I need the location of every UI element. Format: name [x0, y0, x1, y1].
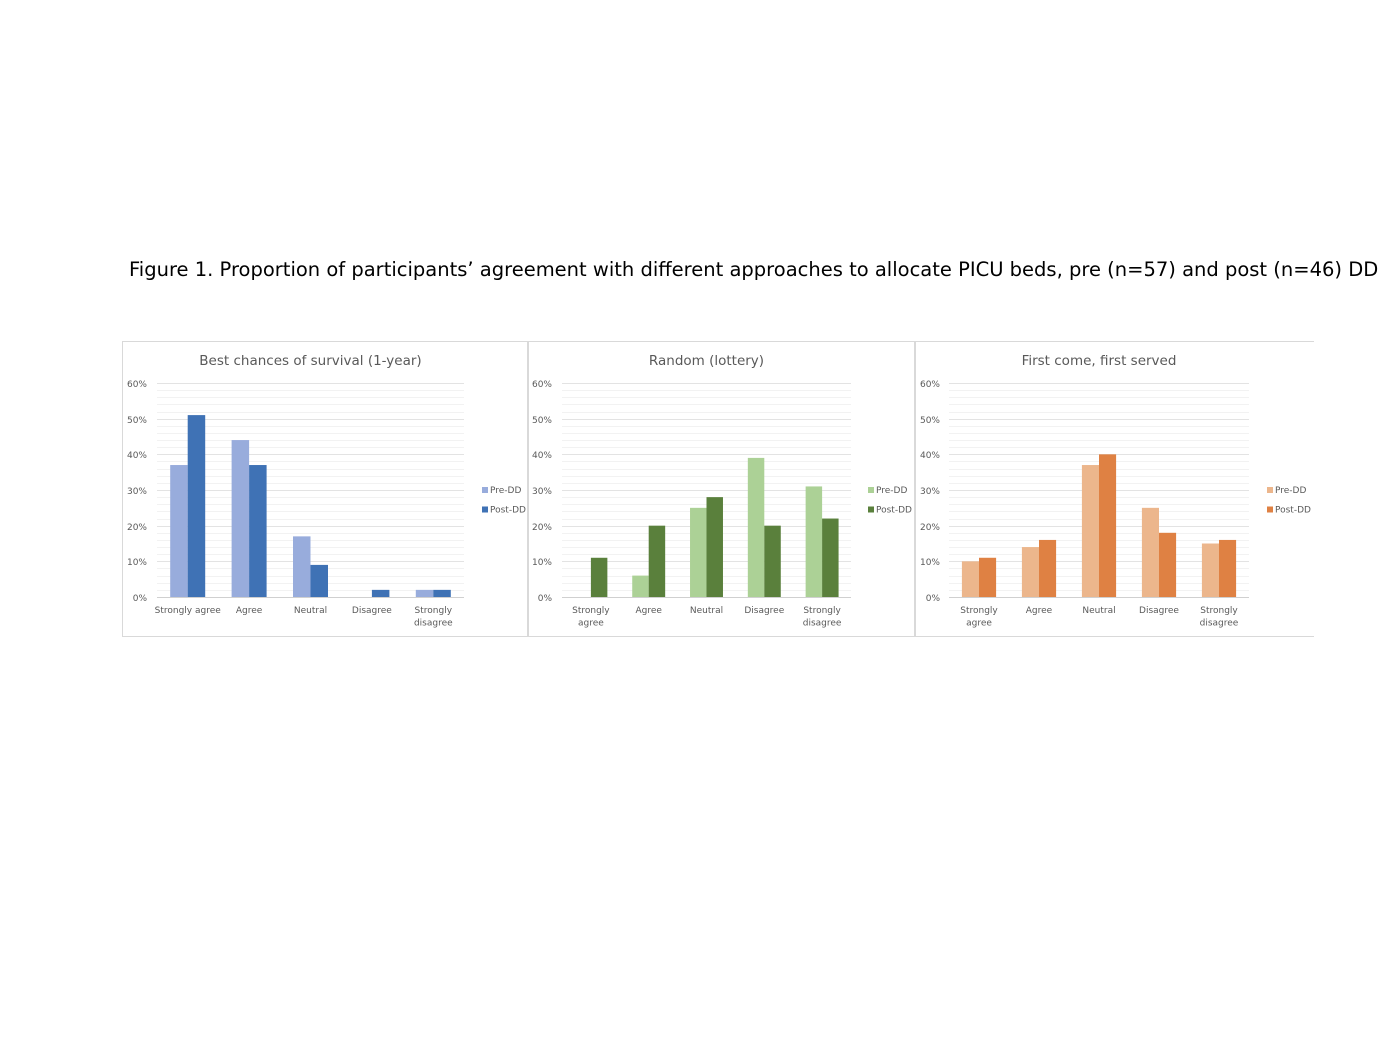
x-category-label: Strongly agree: [155, 606, 222, 616]
bar-post-dd: [310, 564, 328, 597]
y-tick-label: 50%: [920, 416, 940, 426]
y-tick-label: 20%: [532, 523, 552, 533]
legend-label: Post-DD: [1275, 506, 1311, 516]
bar-post-dd: [764, 525, 781, 597]
chart-panel-first-come: First come, first served 0% 10% 20% 30% 40% 50…: [915, 341, 1314, 637]
x-category-label: Neutral: [690, 606, 723, 616]
x-category-label: Neutral: [1082, 606, 1115, 616]
bar-post-dd: [433, 589, 451, 597]
bar-post-dd: [979, 557, 997, 597]
bar-post-dd: [590, 557, 608, 597]
bar-post-dd: [1219, 539, 1237, 597]
figure-caption: Figure 1. Proportion of participants’ ag…: [129, 258, 1379, 281]
bar-pre-dd: [690, 507, 707, 597]
bar-post-dd: [1159, 532, 1177, 597]
x-category-label: disagree: [1200, 619, 1239, 629]
bar-post-dd: [249, 465, 267, 597]
x-category-label: Strongly: [960, 606, 998, 616]
bar-pre-dd: [231, 440, 250, 597]
bar-pre-dd: [805, 486, 823, 597]
legend-label: Post-DD: [490, 506, 526, 516]
y-tick-label: 10%: [532, 558, 552, 568]
y-tick-label: 60%: [532, 380, 552, 390]
y-tick-label: 30%: [920, 487, 940, 497]
bar-pre-dd: [293, 536, 311, 597]
y-tick-label: 10%: [920, 558, 940, 568]
x-category-label: Disagree: [1139, 606, 1179, 616]
chart-panel-survival: Best chances of survival (1-year) 0% 10% 20…: [122, 341, 528, 637]
x-category-label: Disagree: [352, 606, 392, 616]
y-tick-label: 0%: [926, 594, 941, 604]
legend-swatch: [868, 506, 874, 513]
legend-label: Pre-DD: [876, 486, 907, 496]
bar-pre-dd: [415, 589, 434, 597]
bar-pre-dd: [1021, 547, 1039, 597]
bar-pre-dd: [1141, 507, 1159, 597]
y-tick-label: 0%: [133, 594, 148, 604]
y-tick-label: 60%: [127, 380, 147, 390]
x-category-label: Disagree: [744, 606, 784, 616]
y-tick-label: 40%: [920, 451, 940, 461]
legend-label: Post-DD: [876, 506, 912, 516]
legend-label: Pre-DD: [490, 486, 521, 496]
x-category-label: Strongly: [572, 606, 610, 616]
y-tick-label: 50%: [127, 416, 147, 426]
chart-lottery: Random (lottery) 0% 10% 20% 30% 40% 50% 60% Stro…: [528, 341, 915, 637]
y-tick-label: 40%: [127, 451, 147, 461]
chart-survival: Best chances of survival (1-year) 0% 10% 20…: [122, 341, 528, 637]
x-category-label: Strongly: [415, 606, 453, 616]
x-category-label: disagree: [803, 619, 842, 629]
chart-title: Random (lottery): [649, 353, 764, 369]
bar-post-dd: [822, 518, 839, 597]
legend-swatch: [1267, 487, 1273, 493]
y-tick-label: 30%: [127, 487, 147, 497]
x-category-label: Agree: [635, 606, 662, 616]
chart-panel-lottery: Random (lottery) 0% 10% 20% 30% 40% 50% 60% Stro…: [528, 341, 915, 637]
y-tick-label: 0%: [538, 594, 553, 604]
y-tick-label: 20%: [920, 523, 940, 533]
y-tick-label: 50%: [532, 416, 552, 426]
y-tick-label: 60%: [920, 380, 940, 390]
x-category-label: agree: [578, 619, 604, 629]
x-category-label: disagree: [414, 619, 453, 629]
bar-post-dd: [648, 525, 666, 597]
y-tick-label: 30%: [532, 487, 552, 497]
x-category-label: Agree: [1026, 606, 1053, 616]
bar-pre-dd: [170, 465, 188, 597]
bar-post-dd: [187, 415, 206, 597]
bar-pre-dd: [747, 457, 765, 597]
legend-label: Pre-DD: [1275, 486, 1306, 496]
y-tick-label: 20%: [127, 523, 147, 533]
bar-post-dd: [371, 589, 390, 597]
x-category-label: Agree: [236, 606, 263, 616]
legend-swatch: [482, 487, 488, 493]
x-category-label: Strongly: [1200, 606, 1238, 616]
chart-title: Best chances of survival (1-year): [199, 353, 421, 369]
y-tick-label: 10%: [127, 558, 147, 568]
bar-post-dd: [1099, 454, 1117, 597]
bar-pre-dd: [1081, 465, 1099, 597]
y-tick-label: 40%: [532, 451, 552, 461]
bar-post-dd: [1039, 539, 1057, 597]
x-category-label: Strongly: [803, 606, 841, 616]
bar-pre-dd: [961, 561, 979, 597]
chart-first-come: First come, first served 0% 10% 20% 30% 40% 50…: [915, 341, 1314, 637]
legend-swatch: [1267, 506, 1273, 513]
legend-swatch: [868, 487, 874, 493]
bar-pre-dd: [632, 575, 649, 597]
bar-pre-dd: [1201, 543, 1219, 597]
x-category-label: Neutral: [294, 606, 327, 616]
chart-title: First come, first served: [1022, 353, 1177, 369]
legend-swatch: [482, 506, 488, 513]
x-category-label: agree: [966, 619, 992, 629]
bar-post-dd: [706, 497, 723, 597]
